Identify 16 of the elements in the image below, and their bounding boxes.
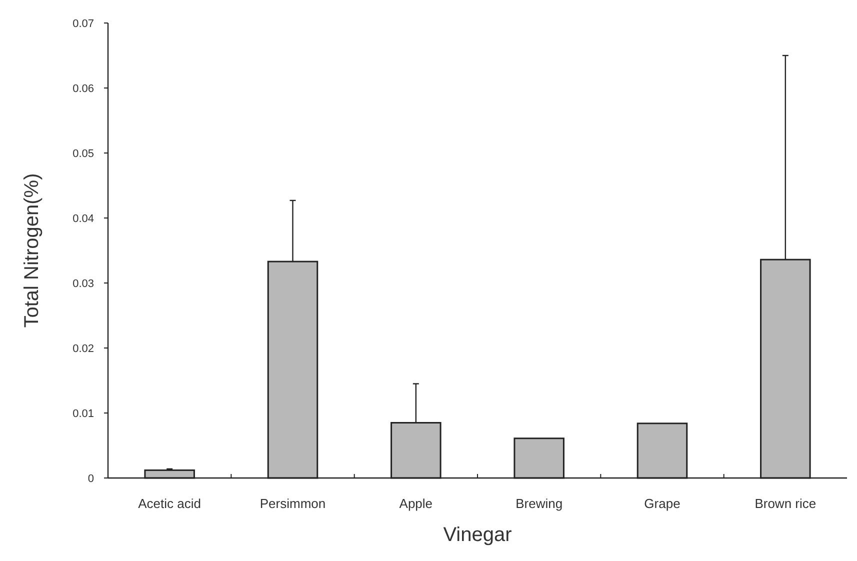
x-tick-label: Brown rice	[754, 496, 816, 511]
y-tick-label: 0.07	[72, 18, 94, 30]
x-tick-label: Grape	[644, 496, 680, 511]
y-tick-label: 0.05	[72, 148, 94, 160]
x-tick-label: Apple	[399, 496, 433, 511]
x-tick-label: Persimmon	[260, 496, 326, 511]
y-tick-label: 0.02	[72, 342, 94, 355]
x-tick-label: Acetic acid	[138, 496, 202, 511]
x-axis-title: Vinegar	[443, 524, 512, 546]
x-tick-label: Brewing	[516, 496, 563, 511]
y-tick-label: 0.01	[72, 408, 94, 420]
y-axis-title: Total Nitrogen(%)	[21, 173, 43, 328]
y-tick-label: 0.04	[72, 212, 94, 225]
y-tick-label: 0.06	[72, 82, 94, 95]
y-tick-label: 0	[88, 472, 94, 485]
y-tick-label: 0.03	[72, 278, 94, 290]
